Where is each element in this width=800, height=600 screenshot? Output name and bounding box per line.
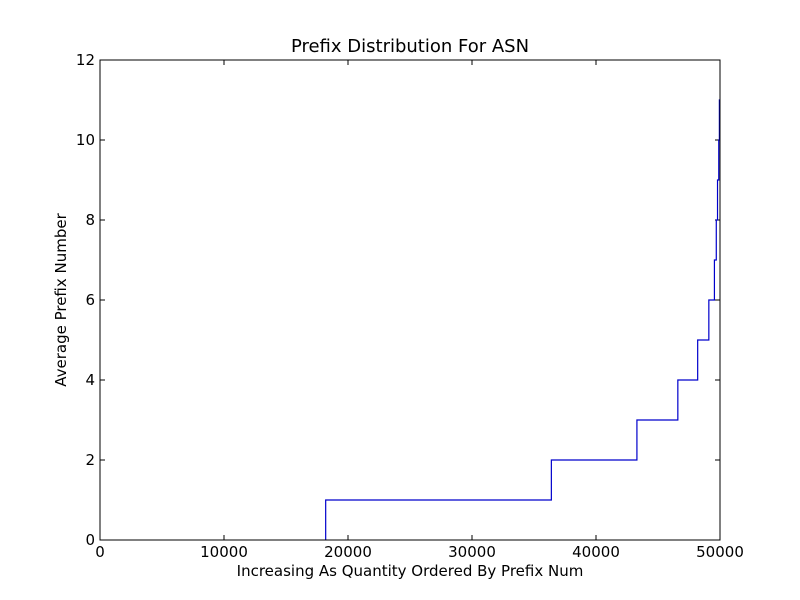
x-tick-label: 50000 [696,543,744,561]
x-tick-label: 20000 [324,543,372,561]
x-tick-label: 10000 [200,543,248,561]
ticks-layer: 0 10000 20000 30000 40000 50000 0 2 4 6 8 10 12 [76,51,744,561]
x-axis-label: Increasing As Quantity Ordered By Prefix… [237,562,584,580]
y-axis-label: Average Prefix Number [52,212,70,386]
x-tick-label: 0 [95,543,105,561]
series-step-line [325,99,720,540]
y-tick-label: 6 [85,291,95,309]
y-tick-label: 8 [85,211,95,229]
y-tick-label: 2 [85,451,95,469]
y-tick-label: 12 [76,51,95,69]
y-tick-label: 0 [85,531,95,549]
plot-frame [99,59,721,541]
x-tick-label: 30000 [448,543,496,561]
x-tick-label: 40000 [572,543,620,561]
data-layer [325,99,720,540]
y-tick-label: 4 [85,371,95,389]
chart-title: Prefix Distribution For ASN [291,36,529,57]
y-tick-label: 10 [76,131,95,149]
